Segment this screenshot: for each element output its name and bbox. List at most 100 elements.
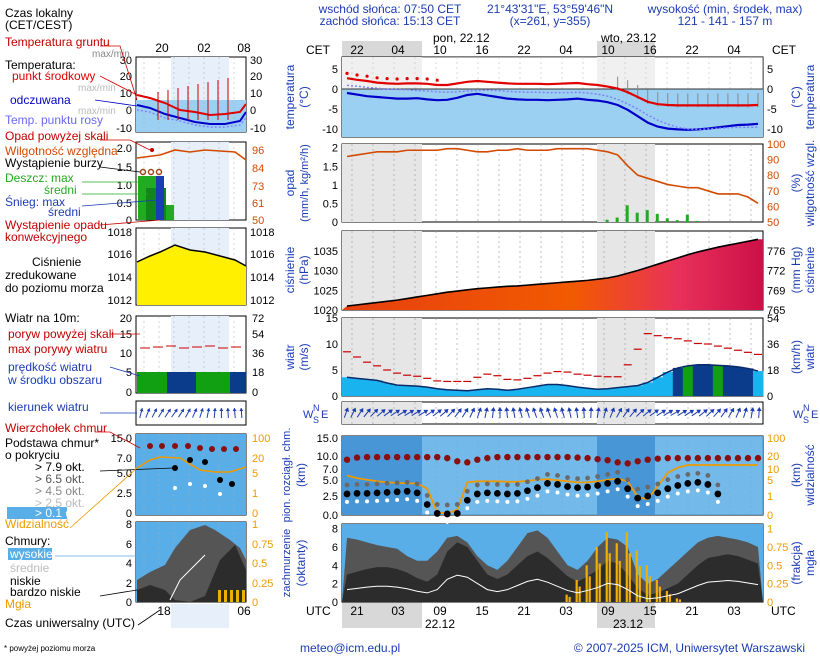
cloud-base-point-white <box>576 494 580 498</box>
cloud-top-point <box>524 454 530 460</box>
cloud-base-point-white <box>656 499 660 503</box>
temp-point <box>345 72 348 75</box>
vis-axis-unit: (km) <box>789 463 803 487</box>
cloud-base-point-light <box>705 473 710 478</box>
cloud-base-point-white <box>425 510 429 514</box>
press-axis-label-right: ciśnienie <box>803 246 817 293</box>
cloud-base-point <box>594 482 601 489</box>
cloud-base-point-white <box>545 489 549 493</box>
cloud-night-shade <box>342 436 422 515</box>
fog-bar <box>579 587 581 602</box>
precip-axis-unit: (mm/h, kg/m²/h) <box>299 144 311 222</box>
cloud-base-point-light <box>635 487 640 492</box>
wind-speed-bar <box>673 368 684 396</box>
legend-cloud-base-point <box>187 457 193 463</box>
cloud-axis-unit: (km) <box>294 463 308 487</box>
legend-temp-tick-right: 30 <box>250 55 262 67</box>
wind-speed-bar <box>382 383 393 396</box>
cloud-ytick: 10.0 <box>317 451 338 463</box>
cloud-top-point <box>574 454 580 460</box>
cloud-base-point-white <box>636 504 640 508</box>
fog-bar <box>619 561 621 602</box>
cloud-top-point <box>514 454 520 460</box>
fog-bar <box>586 565 588 602</box>
fog-bar <box>659 587 661 602</box>
wind-speed-bar <box>593 389 604 396</box>
legend-cloud-top: Wierzchołek chmur <box>5 421 107 435</box>
cet-tick: 22 <box>685 43 699 57</box>
cloud-base-point <box>694 479 701 486</box>
legend-clouds: Chmury: <box>5 534 50 548</box>
legend-cloud-top-point <box>147 443 153 449</box>
sunset-text: zachód słońca: 15:13 CET <box>320 14 461 28</box>
legend-vis-tick: 100 <box>252 433 270 445</box>
cloud-base-point-white <box>345 500 349 504</box>
legend-utc-time: Czas uniwersalny (UTC) <box>5 616 135 630</box>
precip-ytick: 1.5 <box>323 161 338 173</box>
cloud-base-point-white <box>696 488 700 492</box>
legend-bottom-shade <box>171 604 229 628</box>
cloud-base-point <box>654 489 661 496</box>
cloud-base-point-white <box>556 490 560 494</box>
cloud-base-point-light <box>455 502 460 507</box>
cloud-top-point <box>604 457 610 463</box>
legend-wind-tick: 10 <box>120 348 132 360</box>
cloud-base-point-white <box>686 489 690 493</box>
utc-label: UTC <box>306 604 331 618</box>
legend-fog-tick: 0.5 <box>252 558 267 570</box>
fog-bar <box>676 598 678 602</box>
press-ytick: 1030 <box>314 266 338 278</box>
cloud-base-point <box>354 490 361 497</box>
legend-precip-panel-shade <box>171 142 229 220</box>
utc-tick: 21 <box>685 604 699 618</box>
wind-speed-bar <box>583 388 594 396</box>
legend-temp-tick: -10 <box>116 123 132 135</box>
email-link[interactable]: meteo@icm.edu.pl <box>300 641 400 655</box>
fog-bar <box>606 532 608 602</box>
legend-storm: Wystąpienie burzy <box>5 156 103 170</box>
cloud-base-point-white <box>626 495 630 499</box>
wind-speed-bar <box>372 380 383 396</box>
temp-point <box>375 76 378 79</box>
legend-wind-speed2: w środku obszaru <box>7 373 102 387</box>
cloud-base-point-white <box>606 489 610 493</box>
wind-speed-bar <box>653 377 664 396</box>
cloud-base-point-light <box>375 481 380 486</box>
legend-cloud-top-point <box>172 443 178 449</box>
cloud-base-point-light <box>505 483 510 488</box>
cloud-base-point <box>384 489 391 496</box>
legend-fog-tick: 1 <box>252 519 258 531</box>
cloud-ytick: 5.0 <box>323 475 338 487</box>
wind-axis-label-right: wiatr <box>803 344 817 370</box>
cloud-axis-label: pion. rozciągł. chm. <box>281 428 293 523</box>
temp-ytick-right: 5 <box>767 64 773 76</box>
cet-tick: 22 <box>517 43 531 57</box>
cloud-base-point <box>434 510 441 517</box>
cloud-base-point-white <box>525 497 529 501</box>
panel-night-shade <box>342 402 422 424</box>
legend-precip-tick: 0.5 <box>117 198 132 210</box>
cloud-top-point <box>655 455 661 461</box>
vis-axis-label: widzialność <box>803 444 817 506</box>
legend-precip-above: Opad powyżej skali <box>5 129 108 143</box>
temp-ytick-right: -5 <box>767 104 777 116</box>
legend-center-point: punkt środkowy <box>12 69 95 83</box>
legend-vis-tick: 5 <box>252 468 258 480</box>
cloud-top-point <box>715 455 721 461</box>
fog-ytick: 1 <box>767 524 773 536</box>
temp-ytick: 5 <box>332 64 338 76</box>
cloud-base-point-white <box>586 493 590 497</box>
cloud-base-point <box>414 489 421 496</box>
temp-ytick: -10 <box>322 124 338 136</box>
temp-ytick-right: 0 <box>767 84 773 96</box>
cloud-base-point <box>674 482 681 489</box>
legend-fog-tick: 0 <box>252 597 258 609</box>
cloud-top-point <box>364 454 370 460</box>
cloud-base-point-white <box>465 506 469 510</box>
legend-wind-dir: kierunek wiatru <box>8 400 89 414</box>
wind-ytick: 0 <box>332 391 338 403</box>
cloud-base-point <box>444 511 451 518</box>
precip-bar <box>646 210 649 222</box>
cover-axis-label: zachmurzenie <box>281 529 293 597</box>
wind-speed-bar <box>362 379 373 396</box>
